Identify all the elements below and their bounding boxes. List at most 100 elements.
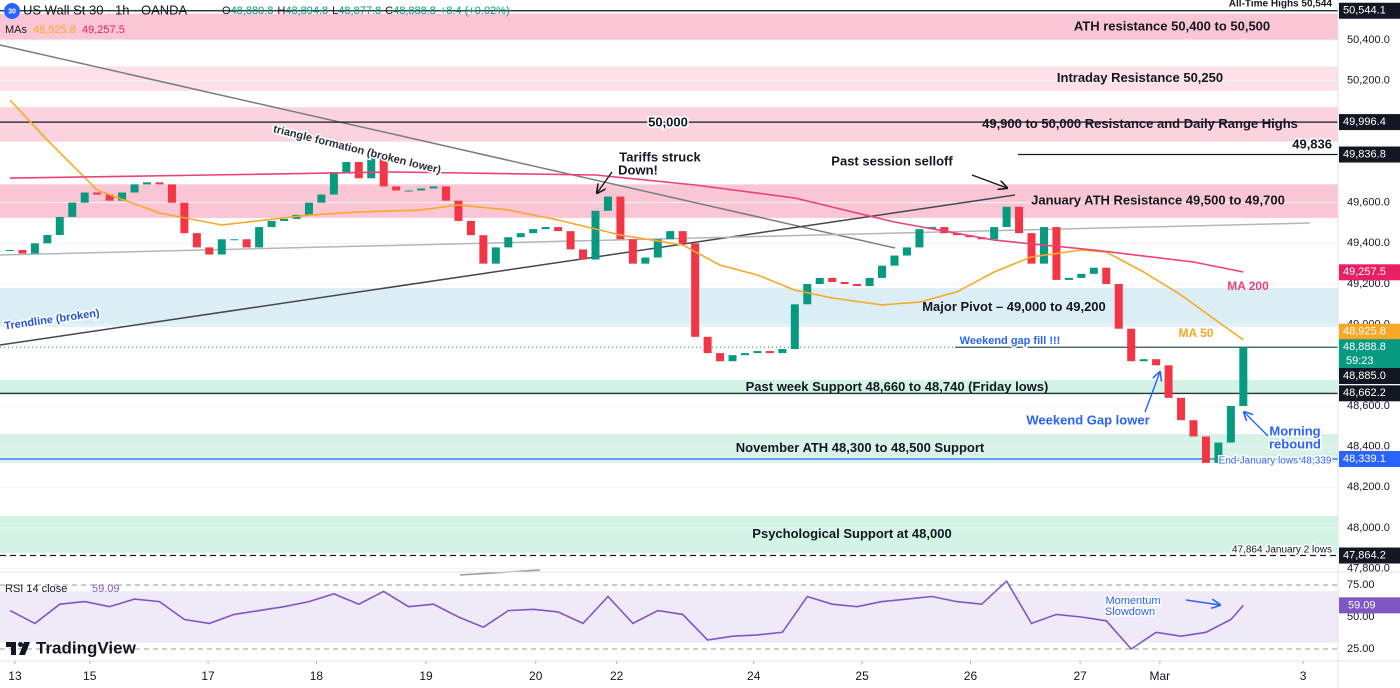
- arrow: [597, 171, 613, 193]
- candle: [890, 255, 899, 266]
- candle: [367, 153, 376, 179]
- candle: [55, 216, 64, 235]
- axes: 47,800.0 48,000.0 48,200.0 48,400.0 48,600.0…: [8, 2, 1400, 683]
- price-label: 48,888.8: [1343, 341, 1386, 353]
- x-tick-label: 3: [1300, 669, 1307, 683]
- ohlc-key: L: [332, 5, 338, 17]
- trendline: [0, 194, 1016, 346]
- x-tick-label: 17: [201, 669, 215, 683]
- candle: [5, 250, 14, 252]
- candle: [878, 265, 887, 278]
- zone-label: Intraday Resistance 50,250: [1057, 70, 1223, 85]
- x-tick-label: 13: [8, 669, 22, 683]
- candle: [566, 231, 575, 250]
- price-label-box: [1339, 146, 1400, 163]
- candle: [105, 194, 114, 201]
- candle: [628, 239, 637, 264]
- y-tick-label: 49,200.0: [1347, 278, 1390, 290]
- candle: [1064, 277, 1073, 280]
- annotation: End-January lows 48,339: [1219, 456, 1332, 467]
- candle: [442, 186, 450, 201]
- zone-label: November ATH 48,300 to 48,500 Support: [736, 440, 985, 455]
- candle: [504, 237, 513, 248]
- candle: [815, 277, 824, 284]
- annotation: 49,836: [1292, 136, 1332, 151]
- candle: [304, 202, 313, 215]
- candle: [30, 243, 39, 254]
- candle: [392, 186, 401, 191]
- rsi-tick-label: 50.00: [1347, 611, 1375, 623]
- rsi-label: 59.09: [1348, 599, 1376, 611]
- candle: [280, 218, 289, 221]
- candle: [379, 153, 388, 187]
- candle: [1027, 233, 1036, 264]
- candle: [940, 227, 949, 234]
- y-tick-label: 48,000.0: [1347, 522, 1390, 534]
- y-tick-label: 50,200.0: [1347, 75, 1390, 87]
- price-label: 48,339.1: [1343, 453, 1386, 465]
- candle: [192, 233, 201, 248]
- arrows: [597, 171, 1269, 605]
- zone-label: 49,900 to 50,000 Resistance and Daily Ra…: [982, 116, 1298, 131]
- price-label-box: [1339, 385, 1400, 402]
- candle: [1201, 436, 1210, 463]
- candle: [18, 250, 27, 254]
- marks: [5, 99, 1248, 651]
- candle: [1015, 206, 1024, 234]
- header: 30 US Wall St 30 · 1h · OANDA O48,880.8 H…: [4, 2, 510, 595]
- ohlc-key: O: [222, 5, 231, 17]
- candle: [579, 249, 588, 260]
- price-label: 49,257.5: [1343, 266, 1386, 278]
- candle: [865, 277, 874, 287]
- candle: [155, 182, 164, 185]
- zone: [0, 434, 1338, 463]
- candle: [466, 220, 475, 236]
- x-tick-label: 18: [310, 669, 324, 683]
- ma-value: 48,925.8: [33, 24, 76, 36]
- x-tick-label: 25: [855, 669, 869, 683]
- price-label-box: [1339, 368, 1400, 385]
- annotation: Momentum: [1105, 595, 1160, 607]
- price-label: 48,662.2: [1343, 387, 1386, 399]
- zone-label: ATH resistance 50,400 to 50,500: [1074, 18, 1270, 33]
- symbol-badge-text: 30: [8, 8, 16, 15]
- logo-text: TradingView: [36, 638, 137, 657]
- price-label: 47,864.2: [1343, 549, 1386, 561]
- candle: [952, 233, 961, 236]
- candle: [43, 234, 52, 244]
- arrow: [1144, 372, 1160, 413]
- change: +8.4 (+0.02%): [440, 5, 510, 17]
- candle: [753, 351, 762, 354]
- candle: [653, 239, 662, 258]
- annotation: 47,864 January 2 lows: [1232, 545, 1332, 556]
- ohlc-key: H: [277, 5, 285, 17]
- y-tick-label: 48,200.0: [1347, 481, 1390, 493]
- ohlc-value: 48,888.8: [393, 5, 436, 17]
- zone: [0, 515, 1338, 553]
- y-tick-label: 49,400.0: [1347, 237, 1390, 249]
- ma-value: 49,257.5: [82, 24, 125, 36]
- candle: [454, 200, 463, 221]
- symbol-title[interactable]: US Wall St 30 · 1h · OANDA: [23, 2, 188, 17]
- candle: [491, 247, 500, 264]
- candle: [641, 257, 650, 264]
- candle: [828, 277, 837, 282]
- annotation: Morning: [1269, 423, 1320, 438]
- x-tick-label: 15: [83, 669, 97, 683]
- candle: [1189, 420, 1198, 437]
- ohlc-value: 48,894.8: [285, 5, 328, 17]
- price-label: 48,925.8: [1343, 326, 1386, 338]
- zone-label: January ATH Resistance 49,500 to 49,700: [1031, 193, 1285, 208]
- price-label-box: [1339, 264, 1400, 281]
- y-tick-label: 48,400.0: [1347, 441, 1390, 453]
- ohlc-value: 48,880.8: [231, 5, 274, 17]
- candle: [591, 210, 600, 260]
- candle: [728, 355, 737, 362]
- candle: [1139, 359, 1148, 362]
- arrow: [971, 174, 1007, 188]
- price-label-box: [1339, 323, 1400, 340]
- candle: [1214, 442, 1223, 463]
- zone-label: Past week Support 48,660 to 48,740 (Frid…: [746, 379, 1049, 394]
- candle: [479, 235, 488, 264]
